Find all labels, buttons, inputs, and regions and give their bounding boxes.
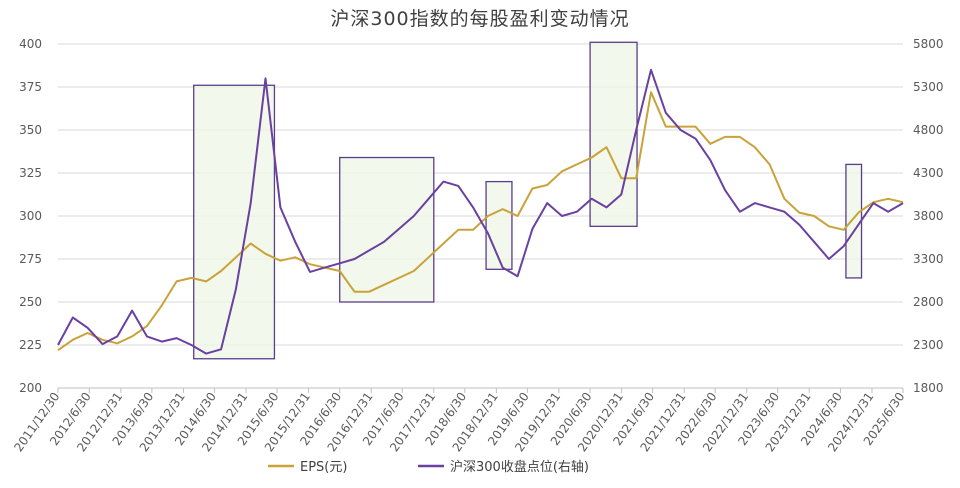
y-left-tick-label: 300	[19, 209, 42, 223]
legend: EPS(元) 沪深300收盘点位(右轴)	[268, 459, 589, 475]
y-right-tick-label: 4800	[913, 123, 944, 137]
highlight-box	[339, 156, 435, 303]
y-left-tick-label: 250	[19, 295, 42, 309]
y-left-tick-label: 325	[19, 166, 42, 180]
highlight-box	[193, 84, 276, 360]
y-right-tick-label: 5300	[913, 80, 944, 94]
y-left-tick-label: 400	[19, 37, 42, 51]
y-right-tick-label: 3800	[913, 209, 944, 223]
y-left-tick-label: 225	[19, 338, 42, 352]
grid-lines	[58, 43, 903, 346]
y-right-tick-label: 2800	[913, 295, 944, 309]
hs300-series-line	[57, 68, 904, 355]
legend-eps-label: EPS(元)	[300, 460, 347, 475]
y-right-tick-label: 1800	[913, 381, 944, 395]
axes: 200 225 250 275 300 325 350 375 400 1800 2300 2800 3…	[11, 37, 943, 454]
y-right-tick-label: 5800	[913, 37, 944, 51]
series-lines	[57, 68, 904, 355]
legend-hs300-label: 沪深300收盘点位(右轴)	[450, 459, 589, 475]
highlight-box	[589, 41, 638, 227]
eps-series-line	[57, 91, 904, 352]
y-right-tick-label: 2300	[913, 338, 944, 352]
y-right-tick-label: 4300	[913, 166, 944, 180]
y-left-tick-label: 275	[19, 252, 42, 266]
y-left-tick-label: 200	[19, 381, 42, 395]
y-left-tick-label: 350	[19, 123, 42, 137]
y-right-tick-label: 3300	[913, 252, 944, 266]
y-left-tick-label: 375	[19, 80, 42, 94]
highlight-boxes	[193, 41, 863, 360]
chart-title: 沪深300指数的每股盈利变动情况	[330, 8, 630, 30]
highlight-box	[485, 180, 513, 270]
highlight-box	[845, 163, 863, 279]
